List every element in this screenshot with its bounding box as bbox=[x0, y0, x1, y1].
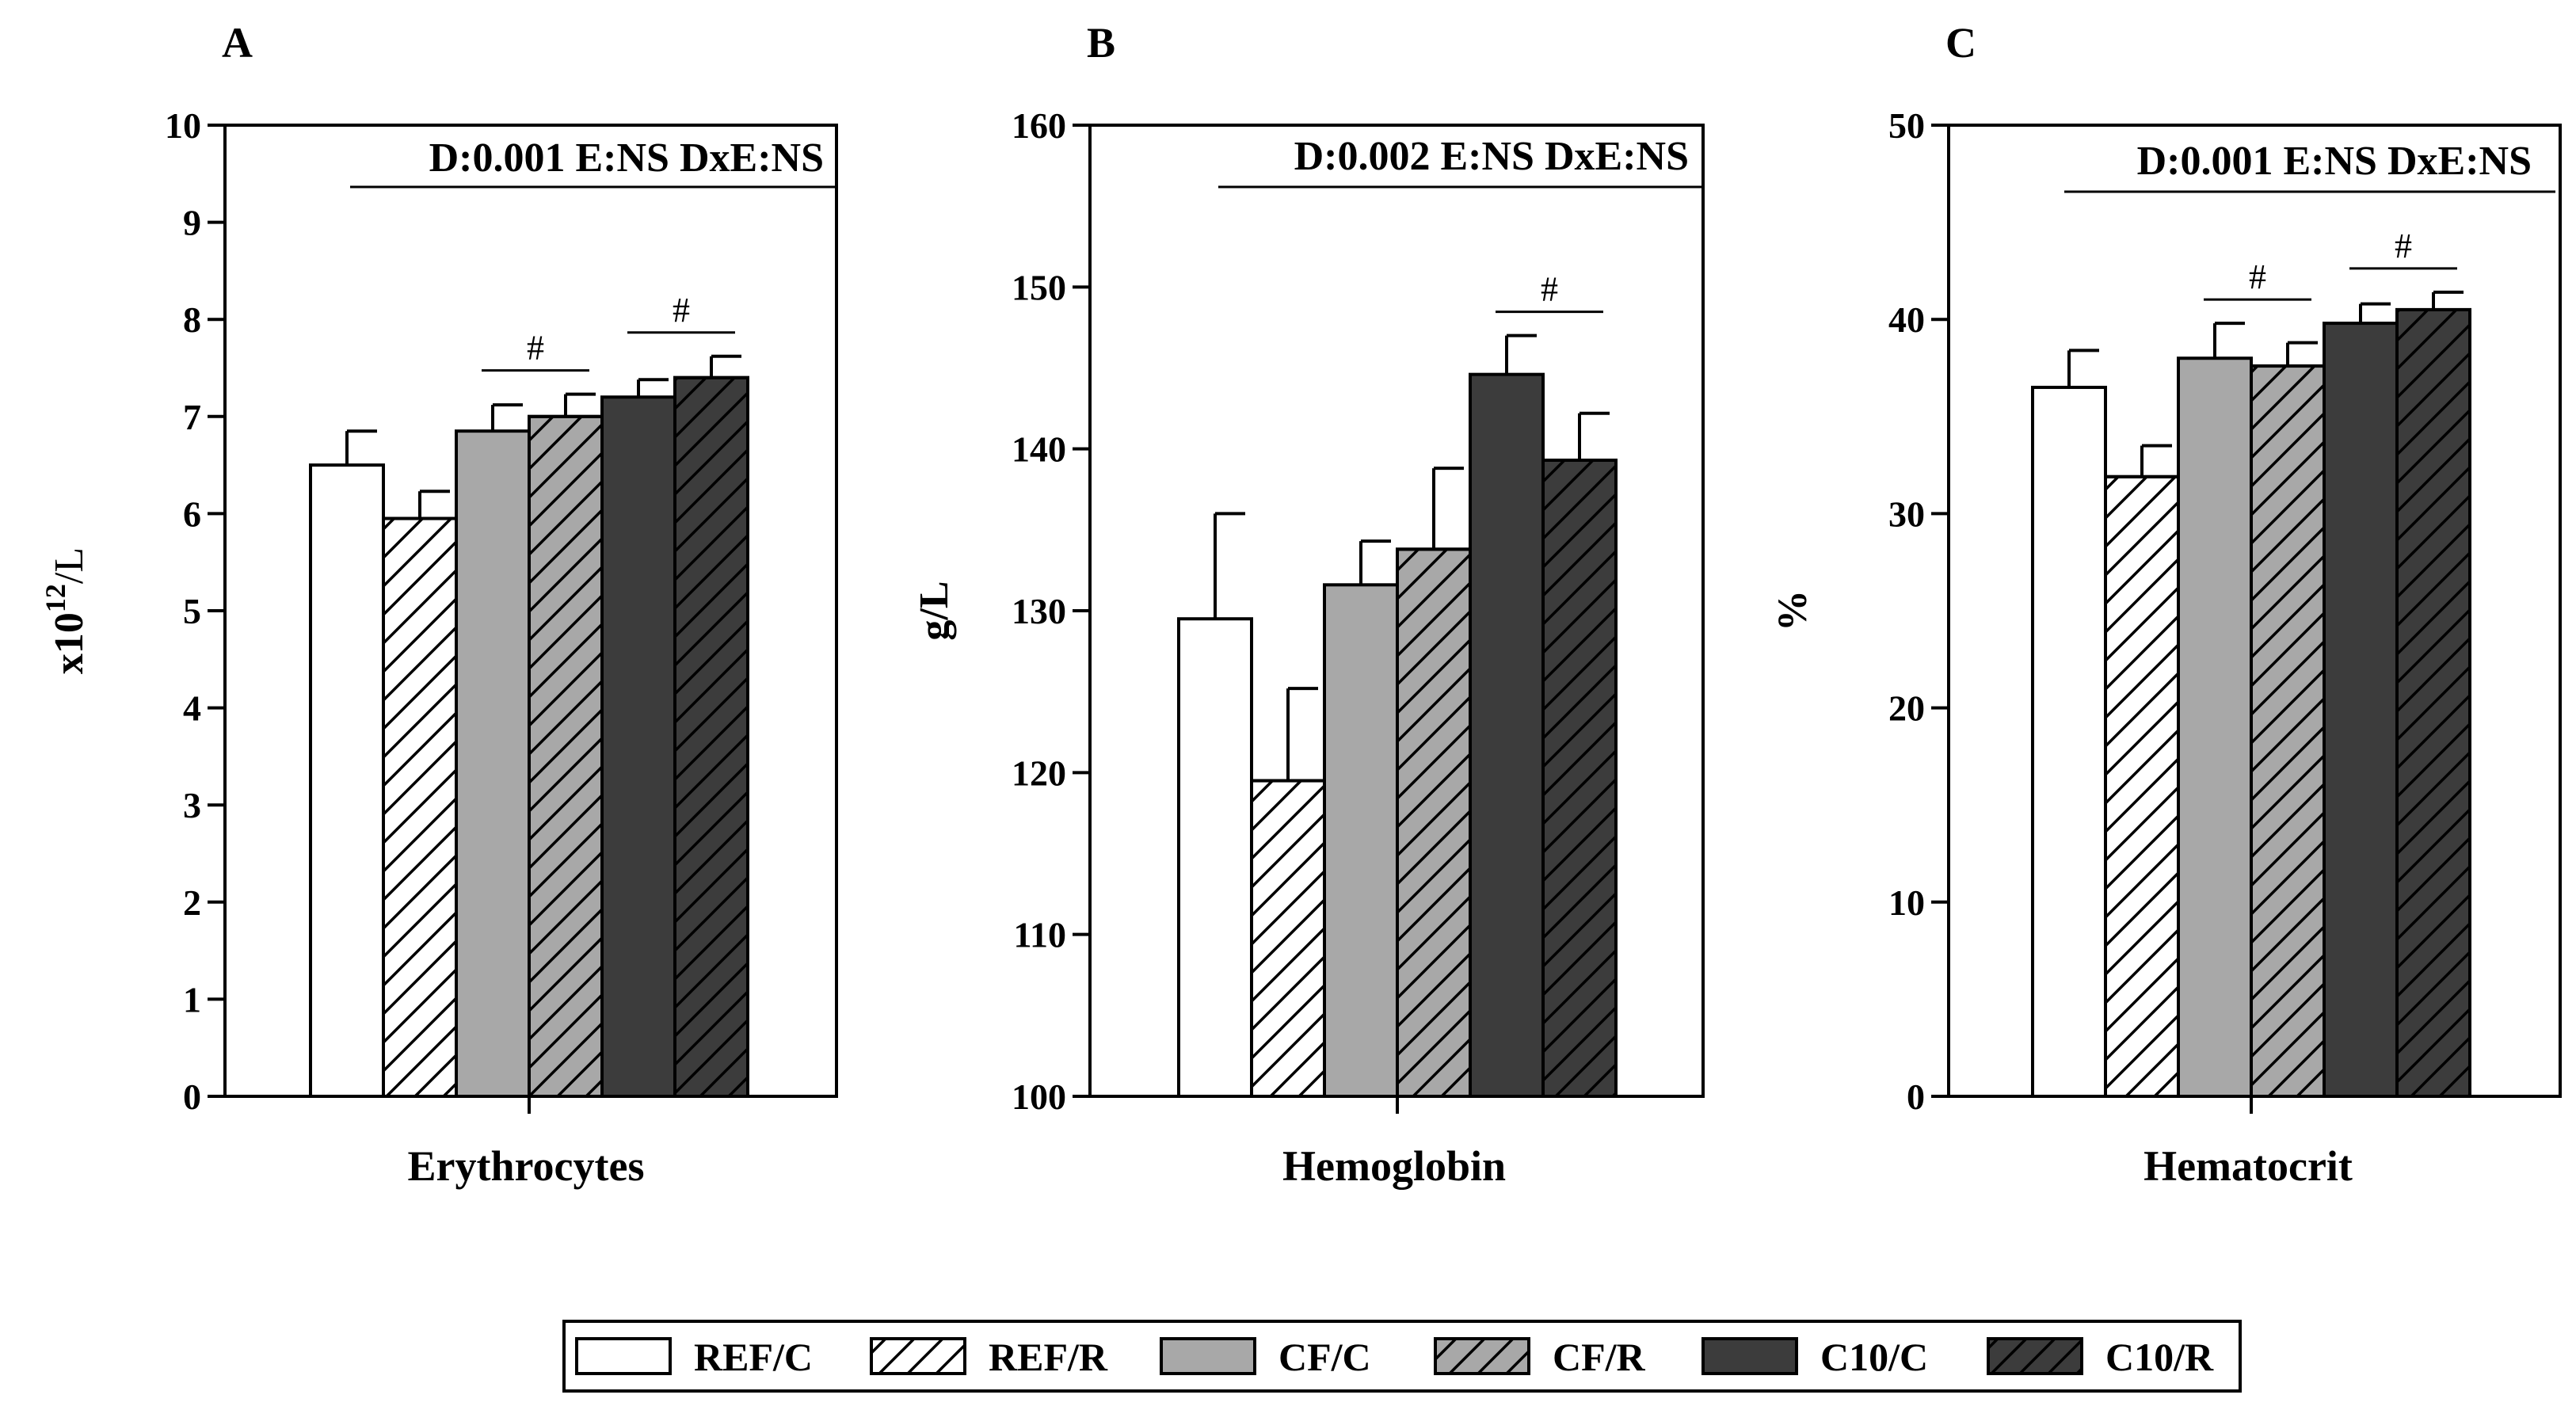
legend-label: CF/C bbox=[1278, 1335, 1371, 1379]
legend-swatch bbox=[1701, 1337, 1798, 1375]
legend-item-ref-r: REF/R bbox=[870, 1335, 1108, 1379]
legend-swatch bbox=[575, 1337, 672, 1375]
x-category-label: Hemoglobin bbox=[1282, 1142, 1506, 1190]
y-tick-label: 110 bbox=[1014, 915, 1066, 955]
stats-annotation: D:0.002 E:NS DxE:NS bbox=[1294, 134, 1689, 179]
legend-swatch-hatch bbox=[1434, 1337, 1530, 1375]
legend-swatch bbox=[1160, 1337, 1256, 1375]
y-tick-label: 30 bbox=[1888, 494, 1925, 534]
legend-frame bbox=[562, 1320, 2242, 1393]
y-tick-label: 2 bbox=[183, 882, 201, 923]
y-tick-label: 50 bbox=[1888, 105, 1925, 146]
legend-label: CF/R bbox=[1553, 1335, 1646, 1379]
panel-c: C 0 10 20 30 40 50% Hematocrit D:0.001 E:NS DxE:… bbox=[1770, 19, 2562, 1190]
y-tick-label: 140 bbox=[1012, 429, 1066, 470]
bar-hatch bbox=[1396, 547, 1472, 1098]
y-tick-label: 4 bbox=[183, 688, 201, 729]
y-axis-label: % bbox=[1770, 590, 1816, 631]
legend-swatch-hatch bbox=[1987, 1337, 2083, 1375]
bar-ref-c bbox=[309, 463, 385, 1098]
bar-c10-c bbox=[600, 395, 676, 1098]
y-tick-label: 6 bbox=[183, 494, 201, 534]
y-tick-label: 10 bbox=[1888, 882, 1925, 923]
y-axis-label: x1012/L bbox=[40, 547, 92, 674]
bar-cf-c bbox=[1323, 583, 1399, 1098]
significance-marker: # bbox=[527, 329, 544, 368]
y-tick-label: 7 bbox=[183, 397, 201, 437]
x-category-label: Erythrocytes bbox=[408, 1142, 645, 1190]
y-axis-label-unit: /L bbox=[47, 547, 92, 584]
y-tick-label: 40 bbox=[1888, 299, 1925, 340]
bar-hatch bbox=[528, 414, 604, 1098]
significance-marker: # bbox=[673, 291, 690, 330]
panel-letter: C bbox=[1945, 19, 1976, 67]
bar-cf-c bbox=[455, 429, 531, 1098]
significance-marker: # bbox=[1541, 270, 1558, 309]
bar-hatch bbox=[2395, 307, 2471, 1098]
stats-annotation: D:0.001 E:NS DxE:NS bbox=[429, 135, 824, 181]
legend-item-cf-r: CF/R bbox=[1434, 1335, 1646, 1379]
panel-letter: A bbox=[222, 19, 253, 67]
panel-b: B 100 110 120 130 140 150 160 g/L Hemoglobin D:0.0… bbox=[912, 19, 1705, 1190]
y-tick-label: 8 bbox=[183, 299, 201, 340]
y-axis-label: g/L bbox=[912, 581, 957, 640]
bar-hatch bbox=[673, 375, 749, 1098]
legend-label: REF/C bbox=[694, 1335, 813, 1379]
bar-cf-c bbox=[2177, 356, 2253, 1098]
legend-item-c10-r: C10/R bbox=[1987, 1335, 2214, 1379]
y-tick-label: 150 bbox=[1012, 267, 1066, 307]
y-tick-label: 120 bbox=[1012, 753, 1066, 793]
legend-label: C10/R bbox=[2105, 1335, 2214, 1379]
y-tick-label: 100 bbox=[1012, 1077, 1066, 1117]
y-tick-label: 0 bbox=[1907, 1077, 1925, 1117]
bar-ref-c bbox=[1177, 617, 1253, 1098]
legend-item-cf-c: CF/C bbox=[1160, 1335, 1371, 1379]
significance-marker: # bbox=[2249, 257, 2266, 296]
y-axis-label-sup: 12 bbox=[40, 584, 71, 612]
y-tick-label: 130 bbox=[1012, 591, 1066, 631]
bar-hatch bbox=[2250, 364, 2326, 1099]
y-tick-label: 160 bbox=[1012, 105, 1066, 146]
y-tick-label: 0 bbox=[183, 1077, 201, 1117]
bar-hatch bbox=[1541, 458, 1618, 1098]
bar-hatch bbox=[2104, 474, 2180, 1098]
bar-hatch bbox=[1250, 779, 1326, 1098]
y-tick-label: 3 bbox=[183, 785, 201, 825]
y-tick-label: 9 bbox=[183, 203, 201, 243]
bar-c10-c bbox=[2323, 322, 2399, 1098]
legend-item-c10-c: C10/C bbox=[1701, 1335, 1928, 1379]
legend-label: C10/C bbox=[1820, 1335, 1928, 1379]
panel-letter: B bbox=[1087, 19, 1115, 67]
bar-ref-c bbox=[2031, 386, 2107, 1098]
stats-annotation: D:0.001 E:NS DxE:NS bbox=[2137, 139, 2532, 184]
legend-swatch-hatch bbox=[870, 1337, 966, 1375]
bar-hatch bbox=[382, 516, 458, 1098]
legend-item-ref-c: REF/C bbox=[575, 1335, 813, 1379]
panel-a: A012345678910x1012/LErythrocytesD:0.001 … bbox=[40, 19, 838, 1190]
y-tick-label: 1 bbox=[183, 979, 201, 1019]
x-category-label: Hematocrit bbox=[2143, 1142, 2353, 1190]
y-tick-label: 5 bbox=[183, 591, 201, 631]
y-tick-label: 10 bbox=[165, 105, 201, 146]
legend-label: REF/R bbox=[989, 1335, 1108, 1379]
y-tick-label: 20 bbox=[1888, 688, 1925, 729]
bar-c10-c bbox=[1469, 372, 1545, 1098]
significance-marker: # bbox=[2395, 227, 2412, 265]
legend: REF/C REF/R CF/C CF/R C10/C C10/R bbox=[562, 1320, 2242, 1393]
